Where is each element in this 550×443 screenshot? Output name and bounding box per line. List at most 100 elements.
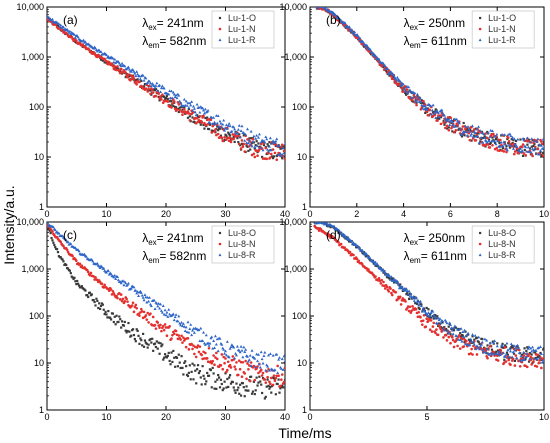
data-point bbox=[133, 337, 136, 341]
data-point bbox=[167, 351, 170, 354]
data-point bbox=[172, 92, 176, 96]
data-point bbox=[274, 139, 278, 143]
data-point bbox=[161, 304, 165, 307]
data-point bbox=[441, 111, 445, 115]
data-point bbox=[117, 61, 121, 65]
data-point bbox=[483, 136, 487, 140]
data-point bbox=[254, 144, 257, 147]
data-point bbox=[115, 314, 118, 317]
data-point bbox=[212, 339, 216, 342]
data-point bbox=[154, 94, 158, 98]
data-point bbox=[132, 69, 136, 73]
data-point bbox=[266, 375, 269, 379]
data-point bbox=[243, 139, 247, 142]
data-point bbox=[470, 132, 474, 136]
data-point bbox=[166, 354, 169, 357]
data-point bbox=[240, 348, 244, 352]
data-point bbox=[385, 285, 389, 289]
legend-marker bbox=[218, 231, 222, 235]
data-point bbox=[422, 99, 425, 103]
data-point bbox=[245, 127, 249, 131]
data-point bbox=[437, 115, 441, 118]
data-point bbox=[445, 127, 449, 130]
data-point bbox=[263, 397, 266, 400]
data-point bbox=[138, 314, 141, 317]
data-point bbox=[250, 375, 253, 378]
data-point bbox=[238, 367, 242, 371]
data-point bbox=[317, 4, 320, 7]
data-point bbox=[469, 129, 472, 132]
data-point bbox=[370, 51, 374, 54]
data-point bbox=[256, 353, 260, 356]
data-point bbox=[148, 84, 151, 88]
data-point bbox=[270, 391, 273, 394]
data-point bbox=[174, 93, 178, 97]
data-point bbox=[275, 374, 279, 378]
data-point bbox=[257, 132, 261, 136]
y-tick-label: 100 bbox=[29, 311, 44, 321]
data-point bbox=[271, 155, 274, 158]
data-point bbox=[421, 106, 425, 110]
data-point bbox=[411, 295, 415, 298]
data-point bbox=[71, 276, 74, 279]
legend-box bbox=[471, 225, 535, 264]
data-point bbox=[228, 374, 232, 377]
data-point bbox=[119, 281, 123, 285]
data-point bbox=[323, 7, 327, 10]
data-point bbox=[184, 360, 187, 363]
data-point bbox=[531, 348, 535, 352]
data-point bbox=[515, 145, 519, 148]
data-point bbox=[232, 386, 235, 389]
data-point bbox=[257, 371, 260, 375]
data-point bbox=[255, 352, 259, 356]
data-point bbox=[368, 256, 372, 260]
data-point bbox=[282, 354, 285, 358]
data-point bbox=[187, 348, 191, 351]
data-point bbox=[76, 35, 80, 39]
data-point bbox=[502, 140, 506, 144]
data-point bbox=[114, 61, 118, 65]
data-point bbox=[148, 79, 152, 83]
data-point bbox=[77, 249, 81, 253]
data-point bbox=[452, 345, 456, 349]
x-tick-label: 0 bbox=[44, 412, 49, 422]
data-point bbox=[525, 352, 529, 355]
data-point bbox=[254, 389, 257, 392]
data-point bbox=[361, 263, 364, 266]
data-point bbox=[471, 137, 475, 140]
data-point bbox=[283, 146, 285, 150]
data-point bbox=[432, 317, 435, 320]
data-point bbox=[120, 72, 124, 75]
data-point bbox=[174, 106, 178, 109]
data-point bbox=[154, 87, 158, 90]
data-point bbox=[134, 340, 137, 343]
data-point bbox=[401, 297, 405, 300]
data-point bbox=[282, 380, 285, 384]
excitation-annotation: λex= 241nm bbox=[142, 16, 204, 32]
legend-box bbox=[471, 10, 535, 49]
data-point bbox=[83, 40, 87, 44]
data-point bbox=[56, 251, 60, 254]
data-point bbox=[492, 139, 496, 142]
data-point bbox=[382, 280, 385, 284]
data-point bbox=[177, 110, 180, 114]
data-point bbox=[48, 229, 51, 232]
data-point bbox=[268, 387, 271, 390]
data-point bbox=[189, 378, 192, 381]
data-point bbox=[91, 259, 95, 263]
data-point bbox=[221, 389, 224, 392]
data-point bbox=[406, 292, 409, 295]
data-point bbox=[468, 341, 472, 345]
data-point bbox=[505, 148, 509, 152]
data-point bbox=[261, 157, 265, 160]
data-point bbox=[172, 105, 175, 108]
data-point bbox=[199, 326, 203, 330]
data-point bbox=[124, 329, 127, 332]
data-point bbox=[272, 377, 276, 380]
data-point bbox=[180, 320, 184, 324]
data-point bbox=[159, 90, 163, 94]
data-point bbox=[458, 334, 461, 337]
data-point bbox=[262, 143, 266, 147]
data-point bbox=[252, 134, 256, 138]
data-point bbox=[247, 367, 250, 371]
